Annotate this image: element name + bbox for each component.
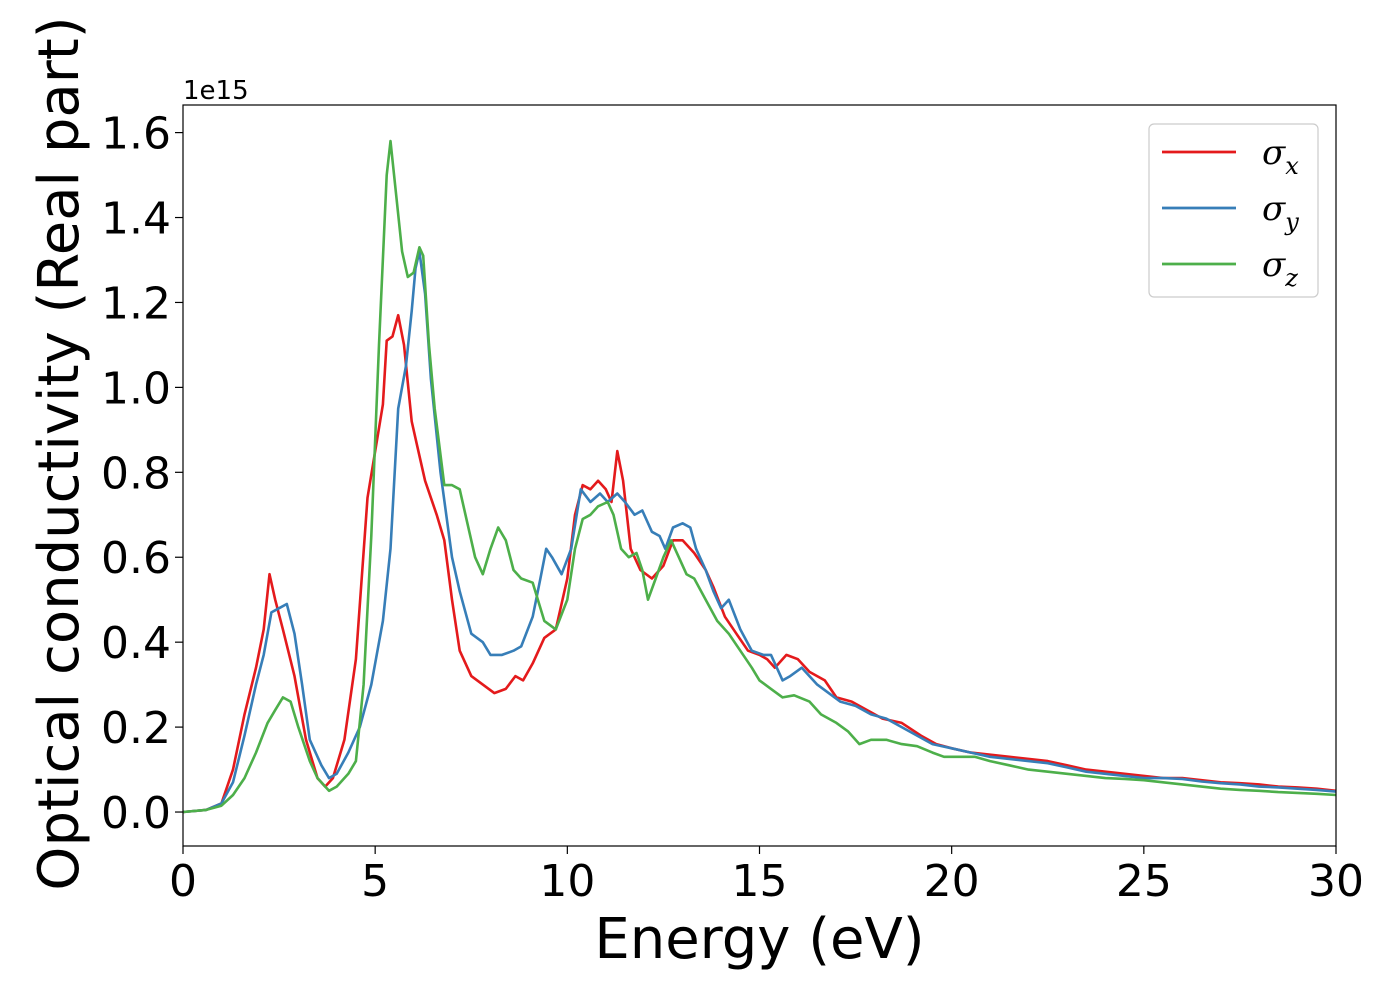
legend: σx σy σz	[1148, 123, 1319, 298]
x-tick-label: 5	[361, 856, 389, 907]
y-tick-label: 0.6	[101, 533, 171, 584]
legend-label-y: σy	[1262, 189, 1299, 236]
y-tick-label: 0.8	[101, 448, 171, 499]
legend-label-x: σx	[1262, 133, 1299, 180]
x-tick-label: 30	[1308, 856, 1364, 907]
series-layer	[183, 139, 1336, 814]
legend-label-z: σz	[1262, 245, 1298, 292]
x-axis-title: Energy (eV)	[594, 907, 924, 972]
y-tick-label: 1.4	[101, 194, 171, 245]
y-axis-offset-label: 1e15	[183, 76, 249, 106]
x-tick-label: 20	[924, 856, 980, 907]
y-axis-title: Optical conductivity (Real part)	[27, 16, 92, 890]
series-line-x	[183, 313, 1336, 814]
y-tick-label: 1.6	[101, 109, 171, 160]
x-tick-label: 25	[1116, 856, 1172, 907]
y-tick-label: 0.4	[101, 618, 171, 669]
x-tick-label: 0	[169, 856, 197, 907]
x-tick-label: 15	[732, 856, 788, 907]
series-line-y	[183, 250, 1336, 814]
y-tick-label: 0.0	[101, 788, 171, 839]
x-tick-label: 10	[539, 856, 595, 907]
y-tick-label: 1.2	[101, 278, 171, 329]
series-line-z	[183, 139, 1336, 814]
y-tick-label: 1.0	[101, 363, 171, 414]
legend-frame	[1148, 123, 1319, 298]
y-tick-label: 0.2	[101, 703, 171, 754]
x-axis: 0 5 10 15 20 25 30	[169, 846, 1364, 907]
y-axis: 0.0 0.2 0.4 0.6 0.8 1.0 1.2 1.4 1.6	[101, 109, 183, 839]
